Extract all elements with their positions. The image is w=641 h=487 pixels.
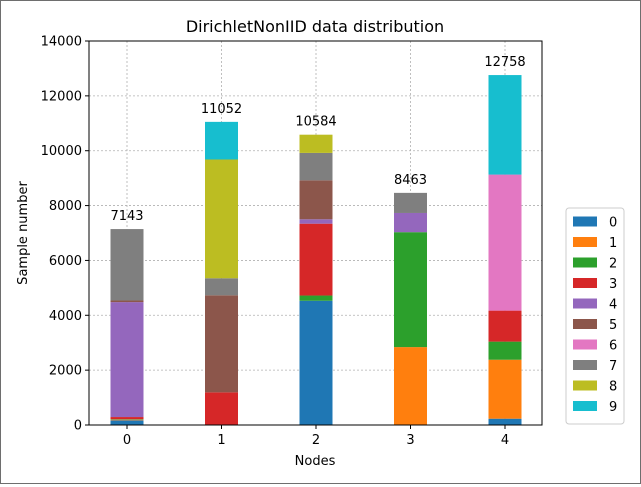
legend-swatch bbox=[573, 237, 597, 247]
y-tick-label: 10000 bbox=[41, 144, 82, 159]
bar-segment-node-3-class-2 bbox=[394, 232, 427, 348]
bar-segment-node-4-class-3 bbox=[488, 310, 522, 342]
x-tick-label: 1 bbox=[217, 433, 225, 448]
legend-label: 3 bbox=[609, 277, 617, 292]
y-tick-label: 8000 bbox=[49, 199, 82, 214]
legend-swatch bbox=[573, 216, 597, 227]
bar-segment-node-2-class-5 bbox=[299, 180, 333, 220]
bar-segment-node-4-class-2 bbox=[488, 341, 522, 360]
legend-label: 8 bbox=[609, 380, 617, 395]
legend-label: 2 bbox=[609, 257, 617, 272]
legend-label: 4 bbox=[609, 298, 617, 313]
x-axis-label: Nodes bbox=[295, 454, 336, 469]
bar-segment-node-2-class-7 bbox=[299, 152, 333, 181]
legend-label: 5 bbox=[609, 318, 617, 333]
bar-segment-node-2-class-4 bbox=[299, 219, 333, 224]
legend-label: 1 bbox=[609, 236, 617, 251]
bar-total-label: 7143 bbox=[110, 209, 143, 224]
y-tick-label: 14000 bbox=[41, 35, 82, 50]
x-tick-label: 4 bbox=[501, 433, 509, 448]
legend-swatch bbox=[573, 360, 597, 370]
bar-segment-node-3-class-7 bbox=[394, 192, 427, 213]
legend-swatch bbox=[573, 278, 597, 288]
legend-label: 9 bbox=[609, 400, 617, 415]
bar-segment-node-0-class-7 bbox=[110, 229, 144, 301]
legend-swatch bbox=[573, 319, 597, 329]
y-tick-label: 12000 bbox=[41, 89, 82, 104]
bar-segment-node-0-class-2 bbox=[110, 419, 144, 420]
bar-total-label: 8463 bbox=[394, 173, 427, 188]
x-tick-label: 0 bbox=[123, 433, 131, 448]
bar-segment-node-4-class-6 bbox=[488, 174, 522, 311]
bar-segment-node-0-class-0 bbox=[110, 420, 144, 425]
legend-swatch bbox=[573, 339, 597, 350]
bar-segment-node-2-class-2 bbox=[299, 295, 333, 301]
bar-segment-node-1-class-5 bbox=[205, 295, 238, 393]
bar-segment-node-0-class-1 bbox=[110, 419, 144, 421]
bar-segment-node-4-class-1 bbox=[488, 359, 522, 419]
bar-segment-node-0-class-5 bbox=[110, 300, 144, 303]
bar-total-labels: 7143 11052 10584 8463 12758 bbox=[110, 55, 525, 224]
bar-segment-node-2-class-8 bbox=[299, 134, 333, 153]
y-tick-label: 4000 bbox=[49, 309, 82, 324]
chart-title: DirichletNonIID data distribution bbox=[186, 17, 444, 36]
x-tick-label: 3 bbox=[406, 433, 414, 448]
bar-segment-node-1-class-7 bbox=[205, 278, 238, 296]
legend-label: 0 bbox=[609, 216, 617, 231]
y-tick-label: 6000 bbox=[49, 254, 82, 269]
bar-segment-node-3-class-1 bbox=[394, 347, 427, 425]
bar-segment-node-1-class-8 bbox=[205, 159, 238, 279]
y-tick-label: 2000 bbox=[49, 364, 82, 379]
bar-segment-node-2-class-0 bbox=[299, 300, 333, 425]
bar-total-label: 12758 bbox=[484, 55, 525, 70]
legend-swatch bbox=[573, 401, 597, 411]
bars bbox=[110, 75, 522, 425]
bar-segment-node-0-class-4 bbox=[110, 302, 144, 418]
y-axis-label: Sample number bbox=[16, 181, 31, 285]
bar-segment-node-4-class-9 bbox=[488, 75, 522, 175]
bar-segment-node-2-class-3 bbox=[299, 223, 333, 296]
legend-swatch bbox=[573, 257, 597, 268]
legend-swatch bbox=[573, 380, 597, 391]
y-axis: 0 2000 4000 6000 8000 10000 12000 14000 bbox=[41, 35, 89, 434]
legend-label: 6 bbox=[609, 339, 617, 354]
bar-segment-node-1-class-9 bbox=[205, 121, 238, 160]
bar-segment-node-0-class-3 bbox=[110, 417, 144, 420]
bar-total-label: 10584 bbox=[295, 115, 336, 130]
legend-swatch bbox=[573, 298, 597, 309]
legend: 0 1 2 3 4 5 6 7 8 9 bbox=[565, 207, 625, 425]
x-axis: 0 1 2 3 4 bbox=[123, 425, 509, 448]
y-tick-label: 0 bbox=[74, 419, 82, 434]
legend-label: 7 bbox=[609, 359, 617, 374]
x-tick-label: 2 bbox=[312, 433, 320, 448]
bar-segment-node-1-class-3 bbox=[205, 392, 238, 425]
bar-total-label: 11052 bbox=[201, 102, 242, 117]
bar-segment-node-4-class-0 bbox=[488, 418, 522, 425]
bar-segment-node-3-class-4 bbox=[394, 212, 427, 233]
